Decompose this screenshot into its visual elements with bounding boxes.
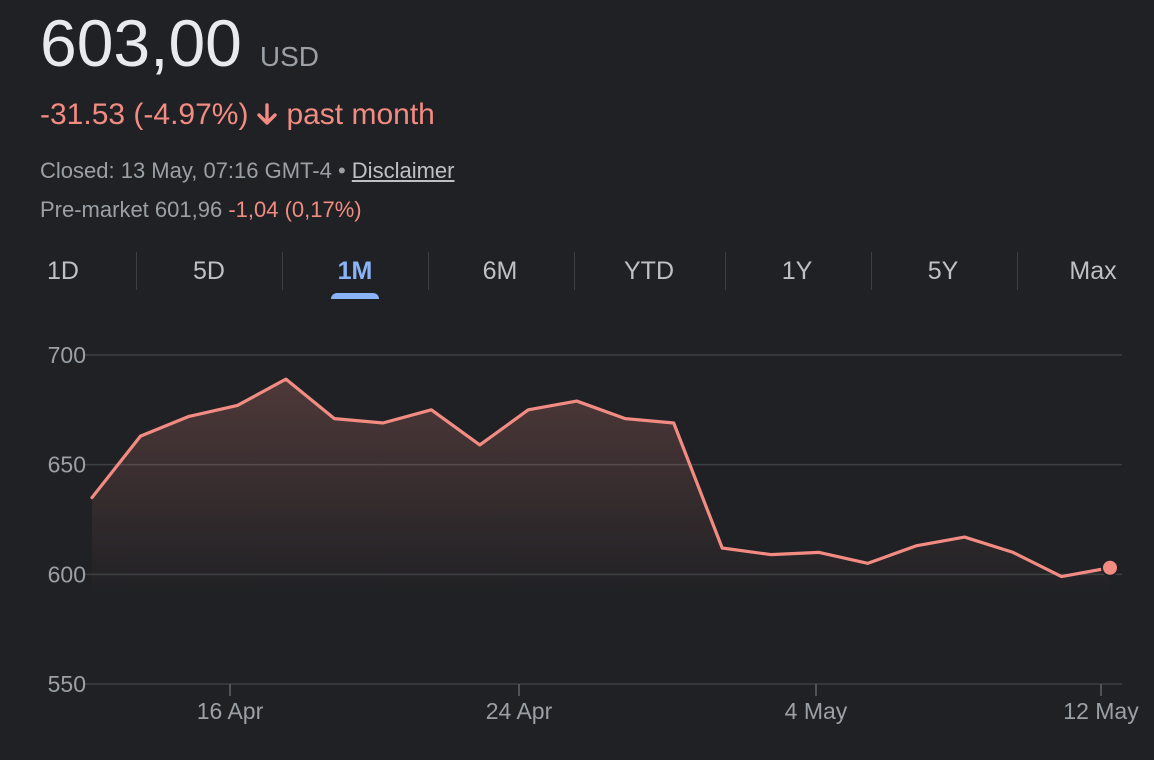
arrow-down-icon	[256, 103, 278, 127]
tab-divider	[871, 252, 872, 290]
price-change-row: -31.53 (-4.97%) past month	[40, 98, 435, 132]
price-header: 603,00 USD	[40, 10, 319, 76]
premarket-price: Pre-market 601,96	[40, 197, 223, 222]
x-tick-label: 16 Apr	[197, 698, 264, 724]
closed-time: Closed: 13 May, 07:16 GMT-4	[40, 158, 332, 183]
last-price-marker	[1101, 558, 1119, 577]
tab-1y[interactable]: 1Y	[757, 248, 837, 296]
tab-label: 5Y	[927, 257, 959, 285]
tab-divider	[725, 252, 726, 290]
tab-5y[interactable]: 5Y	[903, 248, 983, 296]
x-tick-label: 12 May	[1063, 698, 1139, 724]
tab-label: 1Y	[781, 257, 813, 285]
y-tick-label: 700	[48, 342, 86, 368]
price-line	[90, 377, 1112, 579]
tab-label: 6M	[482, 257, 518, 285]
premarket-info: Pre-market 601,96 -1,04 (0,17%)	[40, 197, 362, 223]
current-price: 603,00	[40, 6, 242, 80]
market-status: Closed: 13 May, 07:16 GMT-4 • Disclaimer	[40, 158, 454, 184]
price-change: -31.53 (-4.97%)	[40, 98, 249, 131]
disclaimer-link[interactable]: Disclaimer	[351, 158, 455, 183]
y-tick-label: 650	[48, 452, 86, 478]
active-tab-indicator	[331, 293, 379, 299]
price-chart: 700 650 600 550 16 Apr 24 Apr 4 May 12 May	[48, 342, 1140, 724]
price-area-fill	[92, 379, 1110, 597]
tab-label: 1D	[47, 257, 79, 285]
tab-divider	[574, 252, 575, 290]
tab-divider	[282, 252, 283, 290]
tab-1m[interactable]: 1M	[315, 248, 395, 299]
tab-label: 5D	[193, 257, 225, 285]
y-tick-label: 550	[48, 671, 86, 697]
range-tabs: 1D 5D 1M 6M YTD 1Y 5Y Max	[0, 248, 1154, 299]
tab-label: 1M	[337, 257, 373, 285]
separator-dot: •	[337, 158, 346, 183]
tab-5d[interactable]: 5D	[169, 248, 249, 296]
tab-max[interactable]: Max	[1053, 248, 1133, 296]
tab-6m[interactable]: 6M	[460, 248, 540, 296]
tab-label: YTD	[624, 257, 674, 285]
y-tick-label: 600	[48, 561, 86, 587]
x-tick-label: 4 May	[785, 698, 848, 724]
premarket-change: -1,04 (0,17%)	[228, 197, 362, 222]
change-period: past month	[286, 98, 435, 131]
tab-divider	[428, 252, 429, 290]
x-tick-label: 24 Apr	[486, 698, 553, 724]
tab-ytd[interactable]: YTD	[609, 248, 689, 296]
tab-divider	[1017, 252, 1018, 290]
tab-divider	[136, 252, 137, 290]
tab-label: Max	[1069, 257, 1117, 285]
tab-1d[interactable]: 1D	[23, 248, 103, 296]
currency-label: USD	[259, 41, 319, 72]
